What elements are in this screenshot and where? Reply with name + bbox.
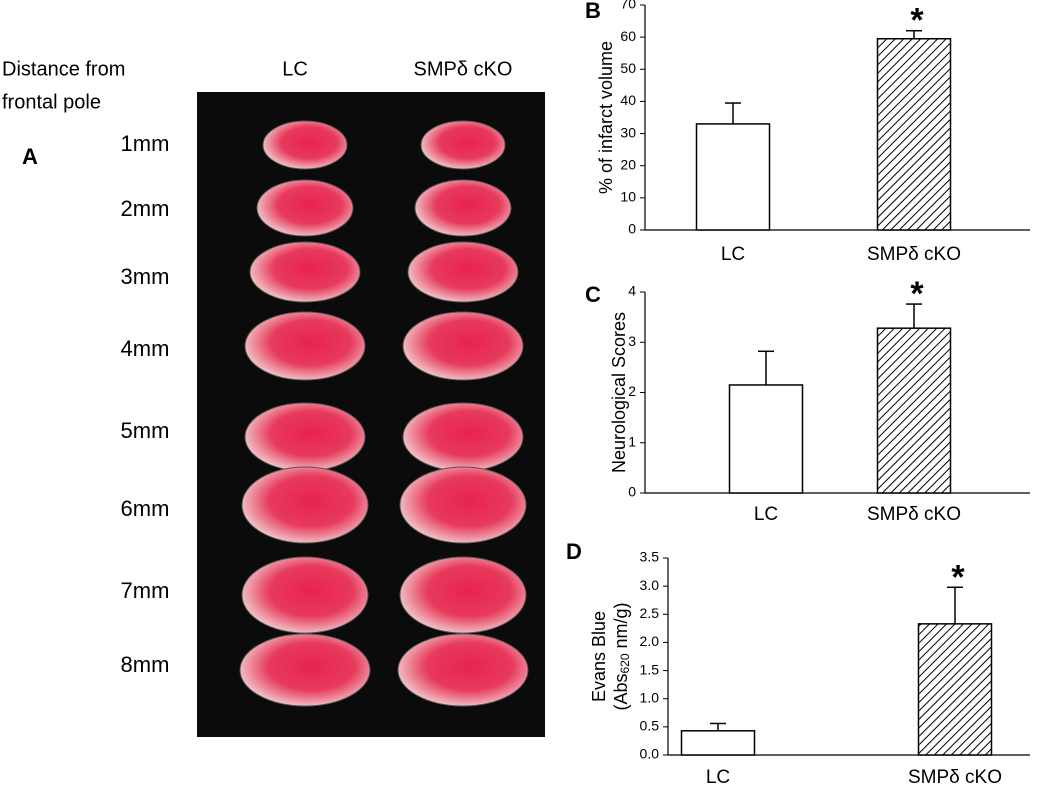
brain-slice <box>241 466 369 544</box>
panel-letter: A <box>22 144 38 169</box>
y-tick-label: 0 <box>628 484 636 500</box>
bar <box>680 730 756 756</box>
y-tick-label: 30 <box>620 124 636 140</box>
row-label: 4mm <box>121 336 170 361</box>
brain-slice <box>262 120 348 170</box>
brain-slice <box>241 556 369 634</box>
y-tick-label: 70 <box>620 0 636 12</box>
y-tick-label: 3.5 <box>640 549 660 565</box>
y-axis-label: Evans Blue <box>589 611 609 702</box>
error-bar <box>906 303 922 329</box>
x-tick-label: SMPδ cKO <box>908 767 1002 788</box>
brain-slice <box>414 179 512 237</box>
brain-slice <box>239 633 371 707</box>
y-axis-label-part: nm/g) <box>611 602 631 653</box>
y-tick-label: 1.0 <box>640 689 660 705</box>
brain-slice <box>407 241 519 303</box>
brain-slice <box>244 402 366 472</box>
error-bar <box>725 102 741 124</box>
y-axis-label-part: (Abs <box>611 674 631 711</box>
brain-slice <box>399 466 527 544</box>
error-bar <box>758 350 774 385</box>
x-tick-label: SMPδ cKO <box>867 504 961 525</box>
y-tick-label: 0.0 <box>640 746 660 762</box>
y-tick-label: 4 <box>628 283 636 299</box>
brain-slice <box>249 241 361 303</box>
bar <box>917 623 993 756</box>
brain-slice <box>402 311 524 381</box>
column-header: LC <box>282 58 308 80</box>
y-tick-label: 40 <box>620 92 636 108</box>
bar <box>728 384 804 494</box>
error-bar <box>710 722 726 731</box>
error-bar <box>947 586 963 624</box>
y-tick-label: 50 <box>620 60 636 76</box>
y-tick-label: 10 <box>620 189 636 205</box>
row-header: frontal pole <box>2 91 101 113</box>
bar <box>876 38 952 231</box>
panel-letter: B <box>585 0 601 23</box>
y-axis-label: (Abs620 nm/g) <box>611 602 632 710</box>
y-tick-label: 0 <box>628 221 636 237</box>
y-tick-label: 3 <box>628 333 636 349</box>
row-header: Distance from <box>2 58 125 80</box>
significance-mark: * <box>910 275 924 313</box>
y-axis-label-part: 620 <box>618 653 632 673</box>
row-label: 6mm <box>121 496 170 521</box>
error-bar <box>906 29 922 39</box>
y-tick-label: 2 <box>628 383 636 399</box>
bar <box>695 123 771 231</box>
significance-mark: * <box>910 2 924 40</box>
y-tick-label: 1 <box>628 433 636 449</box>
row-label: 8mm <box>121 652 170 677</box>
x-tick-label: SMPδ cKO <box>867 244 961 265</box>
bar <box>876 327 952 494</box>
brain-slice <box>399 556 527 634</box>
y-tick-label: 0.5 <box>640 718 660 734</box>
row-label: 7mm <box>121 578 170 603</box>
x-tick-label: LC <box>754 504 778 525</box>
y-axis-label: % of infarct volume <box>596 41 616 194</box>
x-tick-label: LC <box>721 244 745 265</box>
brain-slice <box>244 311 366 381</box>
row-label: 5mm <box>121 418 170 443</box>
significance-mark: * <box>951 558 965 596</box>
panel-letter: C <box>585 282 601 307</box>
y-axis-label: Neurological Scores <box>609 312 629 473</box>
panel-a: A Distance from frontal pole LC SMPδ cKO… <box>2 58 545 737</box>
brain-slice <box>420 120 506 170</box>
y-tick-label: 2.5 <box>640 605 660 621</box>
brain-slice <box>256 179 354 237</box>
y-tick-label: 1.5 <box>640 661 660 677</box>
y-tick-label: 3.0 <box>640 577 660 593</box>
y-tick-label: 60 <box>620 28 636 44</box>
row-label: 2mm <box>121 196 170 221</box>
row-label: 1mm <box>121 131 170 156</box>
column-header: SMPδ cKO <box>414 58 513 80</box>
y-tick-label: 20 <box>620 156 636 172</box>
row-label: 3mm <box>121 264 170 289</box>
x-tick-label: LC <box>706 767 730 788</box>
panel-letter: D <box>566 539 582 564</box>
brain-slice <box>397 633 529 707</box>
brain-slice <box>402 402 524 472</box>
y-tick-label: 2.0 <box>640 633 660 649</box>
